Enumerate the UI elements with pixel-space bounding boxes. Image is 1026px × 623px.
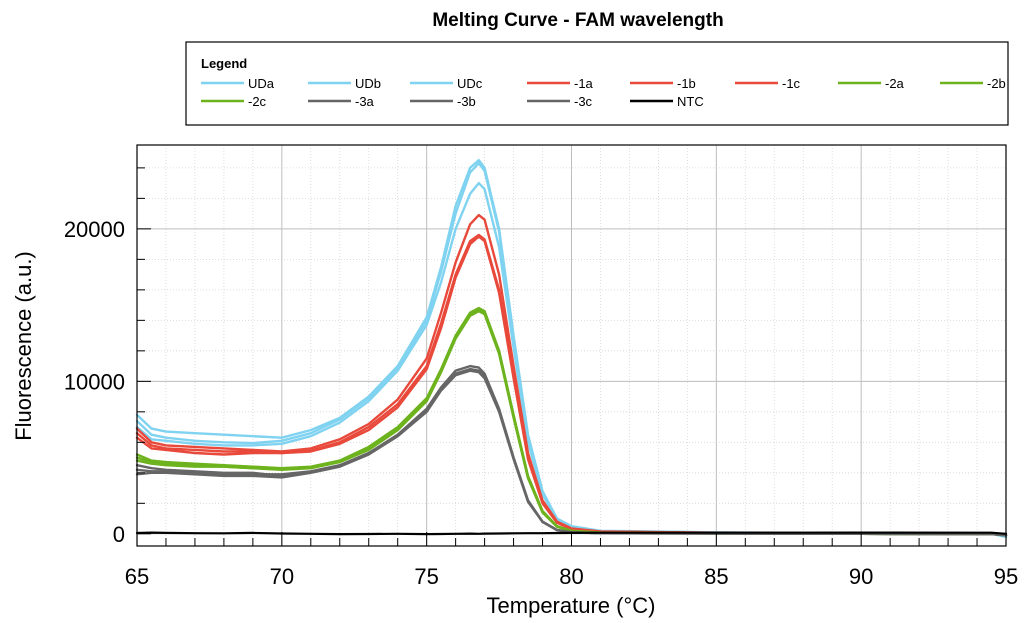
legend-label: NTC: [677, 94, 704, 109]
y-tick-label: 10000: [64, 369, 125, 394]
axis-ticks: [136, 167, 1007, 546]
legend-label: UDa: [248, 76, 275, 91]
legend-label: UDb: [355, 76, 381, 91]
chart-title: Melting Curve - FAM wavelength: [432, 10, 723, 31]
x-tick-label: 95: [994, 564, 1018, 589]
legend-label: UDc: [457, 76, 483, 91]
x-tick-label: 65: [125, 564, 149, 589]
plot-area: [135, 144, 1008, 547]
legend-entries: UDa UDb UDc -1a -1b -1c -2a -2b -2c -3a -3b -3c NTC: [201, 76, 1006, 109]
legend-title: Legend: [201, 56, 247, 71]
legend-label: -3b: [457, 94, 476, 109]
x-tick-label: 90: [849, 564, 873, 589]
legend-label: -2c: [248, 94, 267, 109]
y-axis-label: Fluorescence (a.u.): [11, 251, 36, 441]
x-tick-label: 85: [704, 564, 728, 589]
series-line-NTC: [135, 531, 1008, 536]
y-tick-label: 20000: [64, 217, 125, 242]
x-tick-label: 80: [559, 564, 583, 589]
legend-label: -1a: [574, 76, 594, 91]
legend-box: Legend UDa UDb UDc -1a -1b -1c -2a -2b -2c -3a -3b…: [185, 41, 1009, 126]
x-tick-label: 75: [414, 564, 438, 589]
legend-label: -3a: [355, 94, 375, 109]
legend-label: -3c: [574, 94, 593, 109]
legend-label: -1b: [677, 76, 696, 91]
x-tick-labels: 65 70 75 80 85 90 95: [125, 564, 1018, 589]
series-lines: [135, 158, 1008, 539]
legend-label: -1c: [782, 76, 801, 91]
legend-label: -2a: [885, 76, 905, 91]
x-axis-label: Temperature (°C): [487, 593, 656, 618]
x-tick-label: 70: [270, 564, 294, 589]
series-line--1c: [135, 235, 1008, 537]
legend-label: -2b: [987, 76, 1006, 91]
y-tick-label: 0: [113, 522, 125, 547]
y-tick-labels: 0 10000 20000: [64, 217, 125, 547]
